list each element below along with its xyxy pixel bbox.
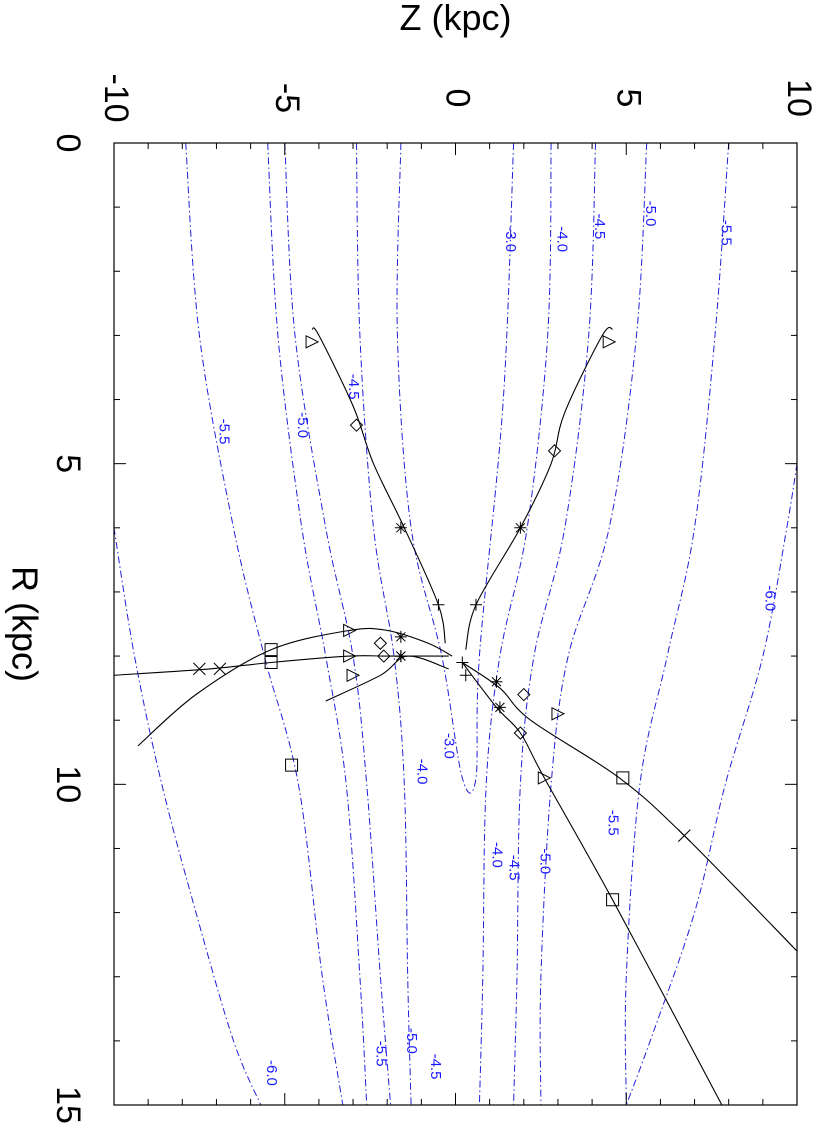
marker-asterisk-2-1 <box>490 675 503 688</box>
marker-asterisk-1-1 <box>514 521 527 534</box>
marker-square-4-3 <box>264 643 278 657</box>
track-line-3 <box>461 662 723 1106</box>
marker-square-2-4 <box>616 771 630 785</box>
marker-x-2-5 <box>677 829 691 842</box>
marker-diamond-3-2 <box>513 726 528 740</box>
marker-plus-1-0 <box>469 598 482 611</box>
marker-asterisk-4-0 <box>394 630 407 643</box>
contour-line-10 <box>113 527 262 1106</box>
marker-x-5-4 <box>213 662 227 676</box>
marker-triangle-3-3 <box>537 771 552 785</box>
contour-label-8: -5.5 <box>215 419 232 445</box>
contour-label-10: -4.0 <box>413 759 430 785</box>
contour-label-17: -5.5 <box>372 1041 389 1067</box>
z-tick-label--10: -10 <box>97 73 135 122</box>
marker-square-5-3 <box>264 655 278 669</box>
track-line-4 <box>137 627 453 747</box>
marker-diamond-2-2 <box>517 687 531 702</box>
contour-label-4: -5.5 <box>717 220 734 246</box>
contour-line-1 <box>478 142 552 1106</box>
plot-frame <box>113 142 798 1106</box>
z-tick-label--5: -5 <box>268 83 306 113</box>
x-axis-title: R (kpc) <box>4 566 45 682</box>
track-line-0 <box>311 327 446 644</box>
r-tick-label-10: 10 <box>49 765 87 803</box>
marker-plus-3-0 <box>459 669 472 682</box>
y-axis-title: Z (kpc) <box>400 0 512 38</box>
contour-label-12: -4.5 <box>506 855 523 881</box>
marker-triangle-1-3 <box>602 335 617 349</box>
contour-label-9: -3.0 <box>441 733 458 759</box>
contour-line-8 <box>185 142 344 1106</box>
marker-x-5-5 <box>193 662 206 676</box>
contour-label-layer: -3.0 -4.0 -4.5 -5.0-5.5-6.0-4.5-5.0-5.5-3.0… <box>215 201 778 1086</box>
z-tick-label-5: 5 <box>609 89 647 108</box>
contour-line-4 <box>284 142 392 1106</box>
r-tick-label-15: 15 <box>49 1086 87 1124</box>
z-tick-label-10: 10 <box>780 79 818 117</box>
track-line-6 <box>325 655 449 702</box>
marker-triangle-5-2 <box>343 649 357 663</box>
contour-label-6: -4.5 <box>345 374 362 400</box>
track-line-2 <box>461 662 798 952</box>
contour-label-3: -5.0 <box>642 201 659 227</box>
contour-label-5: -6.0 <box>762 585 779 611</box>
contour-label-16: -5.0 <box>403 1028 420 1054</box>
contour-line-0 <box>396 142 515 794</box>
tick-layer: 0 5 10 15 -10 -5 0 5 10 <box>49 73 818 1123</box>
marker-asterisk-3-1 <box>493 701 506 714</box>
track-line-1 <box>465 326 613 650</box>
marker-diamond-5-1 <box>377 649 391 663</box>
contour-label-15: -4.5 <box>427 1054 444 1080</box>
contour-label-7: -5.0 <box>294 412 311 438</box>
marker-square-isolated-0 <box>285 758 299 772</box>
contour-label-13: -5.0 <box>536 848 553 874</box>
contour-line-3 <box>513 142 596 1106</box>
z-tick-label-0: 0 <box>439 89 477 108</box>
contour-line-6 <box>267 142 368 1106</box>
contour-line-2 <box>356 142 412 1106</box>
marker-diamond-0-2 <box>349 418 364 432</box>
contour-label-14: -5.5 <box>605 810 622 836</box>
marker-diamond-1-2 <box>547 444 562 458</box>
contour-label-2: -4.5 <box>591 213 608 239</box>
contour-line-9 <box>625 463 798 1106</box>
contour-label-0: -3.0 <box>502 226 519 252</box>
contour-label-11: -4.0 <box>489 842 506 868</box>
marker-plus-0-0 <box>432 598 445 611</box>
marker-triangle-6-1 <box>346 668 361 683</box>
marker-asterisk-6-0 <box>394 650 407 663</box>
contour-label-1: -4.0 <box>553 226 570 252</box>
contour-line-5 <box>539 142 648 1106</box>
r-tick-label-0: 0 <box>49 134 87 153</box>
marker-triangle-4-2 <box>343 623 357 638</box>
r-tick-label-5: 5 <box>49 454 87 473</box>
marker-asterisk-0-1 <box>394 521 407 534</box>
marker-layer <box>193 335 691 907</box>
contour-layer <box>113 142 798 1106</box>
marker-triangle-2-3 <box>551 706 566 721</box>
marker-triangle-0-3 <box>305 335 320 349</box>
marker-diamond-4-1 <box>373 636 388 650</box>
marker-square-3-4 <box>606 893 620 907</box>
marker-plus-2-0 <box>456 656 469 669</box>
contour-label-18: -6.0 <box>263 1060 280 1086</box>
contour-line-7 <box>624 142 730 1106</box>
